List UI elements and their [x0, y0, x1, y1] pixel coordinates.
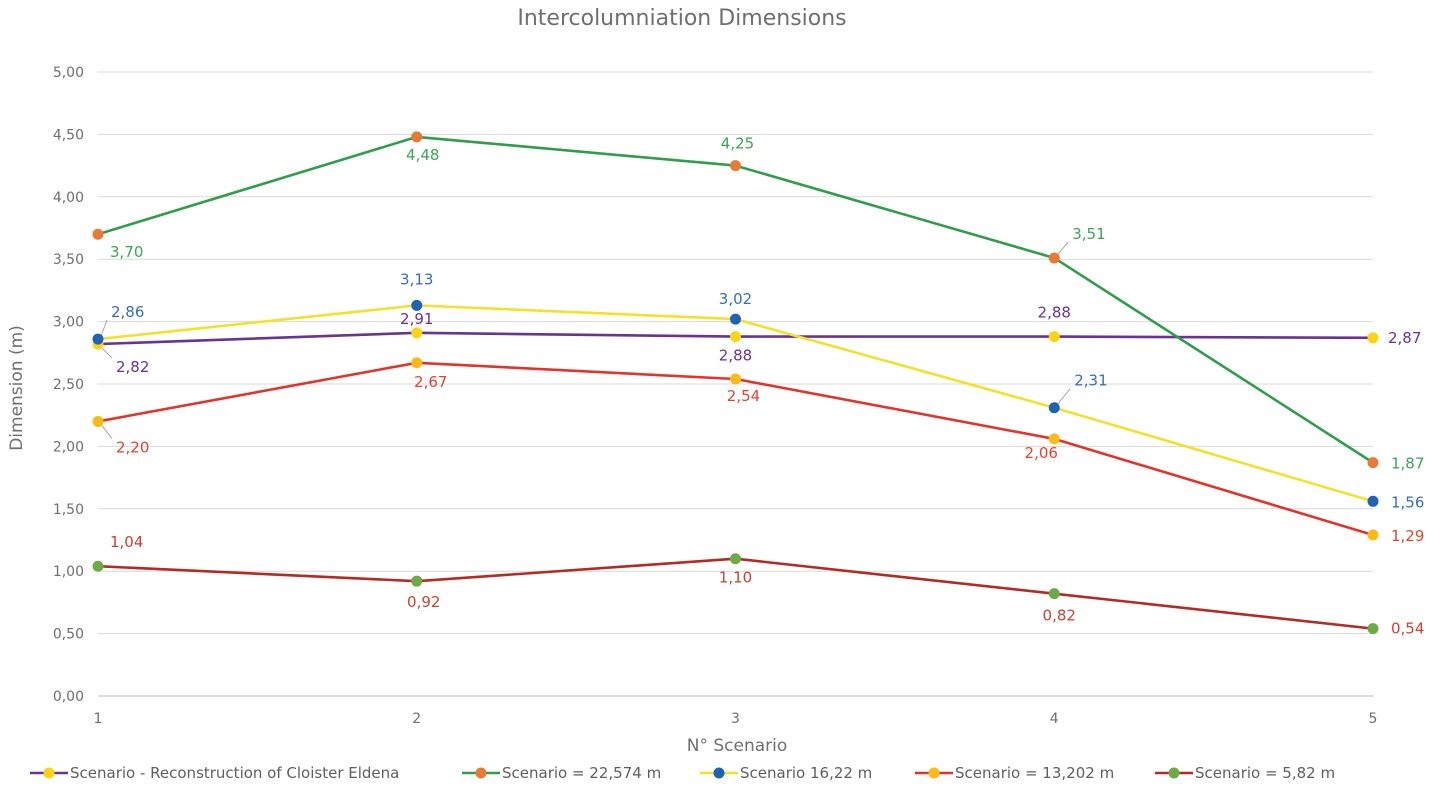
data-point-marker — [92, 228, 104, 240]
data-point-marker — [92, 333, 104, 345]
x-axis-title: N° Scenario — [687, 736, 788, 756]
data-label: 1,56 — [1391, 493, 1424, 511]
label-leader-line — [1056, 388, 1071, 406]
y-tick-label: 2,50 — [53, 377, 84, 393]
x-tick-label: 2 — [412, 711, 421, 727]
data-point-marker — [1367, 495, 1379, 507]
series-markers — [92, 131, 1379, 635]
data-label: 2,88 — [1038, 304, 1071, 322]
label-leader-line — [100, 346, 113, 359]
data-label: 2,06 — [1025, 444, 1058, 462]
data-label: 0,54 — [1391, 620, 1424, 638]
y-axis-title: Dimension (m) — [7, 325, 27, 451]
data-point-marker — [1367, 529, 1379, 541]
data-label: 3,13 — [400, 270, 433, 288]
legend-entry-label: Scenario - Reconstruction of Cloister El… — [70, 764, 399, 782]
data-point-marker — [730, 331, 741, 343]
data-label: 2,82 — [116, 358, 149, 376]
data-point-marker — [411, 575, 423, 587]
data-label: 2,20 — [116, 438, 149, 456]
x-tick-label: 4 — [1050, 711, 1059, 727]
data-point-marker — [411, 327, 423, 339]
y-tick-label: 4,00 — [53, 190, 84, 206]
data-label: 1,04 — [110, 533, 143, 551]
data-point-marker — [730, 160, 741, 172]
data-label: 0,82 — [1043, 607, 1076, 625]
y-tick-label: 3,00 — [53, 315, 84, 331]
data-point-marker — [1048, 433, 1060, 445]
data-point-marker — [411, 131, 423, 143]
legend-entry-label: Scenario = 13,202 m — [955, 764, 1114, 782]
y-tick-label: 1,50 — [53, 502, 84, 518]
data-label: 2,88 — [719, 347, 752, 365]
legend: Scenario - Reconstruction of Cloister El… — [30, 764, 1335, 782]
data-point-marker — [1367, 457, 1379, 469]
data-point-marker — [730, 373, 741, 385]
legend-entry-label: Scenario 16,22 m — [740, 764, 872, 782]
data-label: 2,86 — [111, 303, 144, 321]
x-tick-label: 1 — [94, 711, 103, 727]
x-tick-label: 3 — [731, 711, 740, 727]
data-label: 1,10 — [719, 569, 752, 587]
data-label: 3,02 — [719, 290, 752, 308]
data-point-marker — [92, 560, 104, 572]
data-label: 4,25 — [721, 135, 754, 153]
data-label: 1,29 — [1391, 527, 1424, 545]
data-point-marker — [1048, 402, 1060, 414]
chart-title: Intercolumniation Dimensions — [517, 6, 846, 31]
legend-swatch-marker — [43, 767, 55, 779]
data-label: 3,51 — [1072, 225, 1105, 243]
data-label: 3,70 — [110, 243, 143, 261]
y-tick-label: 3,50 — [53, 252, 84, 268]
data-point-marker — [1367, 623, 1379, 635]
data-point-marker — [730, 313, 741, 325]
data-point-marker — [1048, 588, 1060, 600]
data-label: 2,31 — [1074, 372, 1107, 390]
label-leader-line — [100, 424, 113, 439]
data-point-marker — [411, 357, 423, 369]
y-tick-label: 1,00 — [53, 564, 84, 580]
data-point-marker — [411, 299, 423, 311]
data-point-marker — [1367, 332, 1379, 344]
data-label: 4,48 — [406, 146, 439, 164]
y-tick-label: 2,00 — [53, 439, 84, 455]
label-leaders — [100, 241, 1071, 439]
x-tick-label: 5 — [1369, 711, 1378, 727]
data-label: 2,54 — [727, 387, 760, 405]
data-label: 0,92 — [407, 593, 440, 611]
data-point-marker — [1048, 331, 1060, 343]
data-point-marker — [1048, 252, 1060, 264]
y-tick-label: 0,50 — [53, 627, 84, 643]
y-tick-label: 5,00 — [53, 65, 84, 81]
data-label: 2,67 — [414, 373, 447, 391]
legend-swatch-marker — [713, 767, 725, 779]
legend-entry-label: Scenario = 5,82 m — [1195, 764, 1335, 782]
legend-entry-label: Scenario = 22,574 m — [502, 764, 661, 782]
label-leader-line — [100, 319, 108, 337]
data-labels: 2,82 2,91 2,88 2,88 2,87 3,70 4,48 4,25 3,51 1,87… — [110, 135, 1424, 638]
legend-swatch-marker — [1168, 767, 1180, 779]
data-point-marker — [92, 415, 104, 427]
data-label: 1,87 — [1391, 455, 1424, 473]
legend-swatch-marker — [928, 767, 940, 779]
data-label: 2,87 — [1388, 329, 1421, 347]
y-tick-label: 0,00 — [53, 689, 84, 705]
data-point-marker — [730, 553, 741, 565]
legend-swatch-marker — [475, 767, 487, 779]
data-label: 2,91 — [400, 310, 433, 328]
axes: 0,00 0,50 1,00 1,50 2,00 2,50 3,00 3,50 4,00 4,50… — [53, 65, 1378, 727]
y-tick-label: 4,50 — [53, 127, 84, 143]
label-leader-line — [1056, 241, 1069, 256]
